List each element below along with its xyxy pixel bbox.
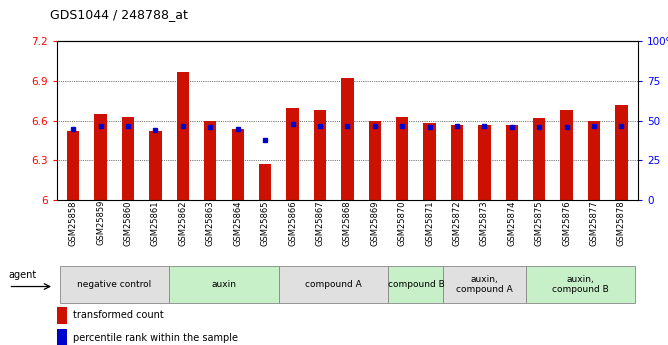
Text: transformed count: transformed count [73, 310, 164, 320]
Text: GSM25860: GSM25860 [124, 200, 132, 246]
Text: compound B: compound B [387, 280, 444, 289]
Text: GSM25859: GSM25859 [96, 200, 105, 246]
Text: GSM25863: GSM25863 [206, 200, 215, 246]
Bar [177, 72, 189, 200]
Text: GSM25878: GSM25878 [617, 200, 626, 246]
Bar [396, 117, 408, 200]
Bar [94, 114, 107, 200]
Bar [314, 110, 326, 200]
Text: GSM25873: GSM25873 [480, 200, 489, 246]
Bar [444, 266, 526, 303]
Bar [204, 121, 216, 200]
Bar [451, 125, 463, 200]
Bar [533, 118, 545, 200]
Bar [615, 105, 628, 200]
Bar [506, 125, 518, 200]
Text: GSM25868: GSM25868 [343, 200, 352, 246]
Text: GSM25861: GSM25861 [151, 200, 160, 246]
Bar [169, 266, 279, 303]
Bar [259, 165, 271, 200]
Bar [478, 125, 490, 200]
Bar [560, 110, 573, 200]
Text: GDS1044 / 248788_at: GDS1044 / 248788_at [50, 8, 188, 21]
Text: GSM25877: GSM25877 [590, 200, 599, 246]
Bar [59, 266, 169, 303]
Text: auxin,
compound B: auxin, compound B [552, 275, 609, 294]
Bar [57, 329, 67, 345]
Bar [341, 78, 353, 200]
Bar [279, 266, 389, 303]
Text: GSM25866: GSM25866 [288, 200, 297, 246]
Text: GSM25869: GSM25869 [370, 200, 379, 246]
Text: auxin: auxin [212, 280, 236, 289]
Bar [67, 131, 79, 200]
Text: agent: agent [9, 270, 37, 280]
Bar [232, 129, 244, 200]
Text: auxin,
compound A: auxin, compound A [456, 275, 513, 294]
Bar [57, 307, 67, 324]
Text: percentile rank within the sample: percentile rank within the sample [73, 333, 238, 343]
Text: GSM25872: GSM25872 [452, 200, 462, 246]
Text: GSM25862: GSM25862 [178, 200, 188, 246]
Bar [122, 117, 134, 200]
Text: GSM25870: GSM25870 [397, 200, 407, 246]
Bar [526, 266, 635, 303]
Text: compound A: compound A [305, 280, 362, 289]
Bar [424, 124, 436, 200]
Text: GSM25864: GSM25864 [233, 200, 242, 246]
Bar [389, 266, 444, 303]
Bar [287, 108, 299, 200]
Text: GSM25874: GSM25874 [507, 200, 516, 246]
Text: GSM25876: GSM25876 [562, 200, 571, 246]
Bar [369, 121, 381, 200]
Text: GSM25871: GSM25871 [425, 200, 434, 246]
Text: GSM25875: GSM25875 [535, 200, 544, 246]
Bar [588, 121, 601, 200]
Text: GSM25867: GSM25867 [315, 200, 325, 246]
Bar [150, 131, 162, 200]
Text: GSM25865: GSM25865 [261, 200, 270, 246]
Text: GSM25858: GSM25858 [69, 200, 77, 246]
Text: negative control: negative control [77, 280, 152, 289]
